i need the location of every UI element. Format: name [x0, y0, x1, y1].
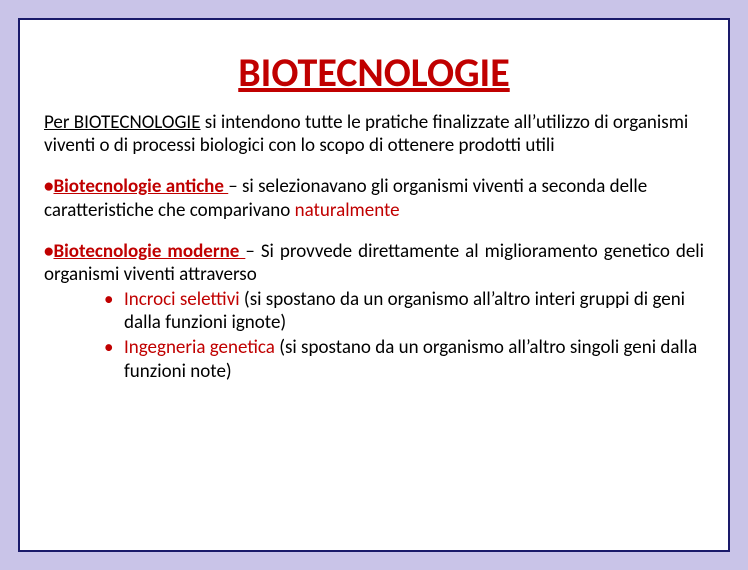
list-item-text: Ingegneria genetica (si spostano da un o…: [124, 336, 704, 382]
moderne-paragraph: •Biotecnologie moderne – Si provvede dir…: [44, 240, 704, 286]
antiche-paragraph: •Biotecnologie antiche – si selezionavan…: [44, 175, 704, 221]
list-item: • Incroci selettivi (si spostano da un o…: [104, 288, 704, 334]
antiche-label: Biotecnologie antiche: [53, 175, 228, 198]
moderne-dash: –: [245, 240, 260, 263]
moderne-sublist: • Incroci selettivi (si spostano da un o…: [44, 288, 704, 383]
list-item: • Ingegneria genetica (si spostano da un…: [104, 336, 704, 382]
bullet-icon: •: [104, 336, 124, 382]
antiche-tail: naturalmente: [295, 199, 400, 222]
moderne-block: •Biotecnologie moderne – Si provvede dir…: [44, 240, 704, 383]
slide-panel: BIOTECNOLOGIE Per BIOTECNOLOGIE si inten…: [18, 18, 730, 552]
bullet-icon: •: [104, 288, 124, 334]
intro-lead: Per BIOTECNOLOGIE: [44, 111, 201, 134]
slide-title: BIOTECNOLOGIE: [44, 48, 704, 97]
intro-paragraph: Per BIOTECNOLOGIE si intendono tutte le …: [44, 111, 704, 157]
antiche-dash: –: [228, 175, 242, 198]
moderne-label: Biotecnologie moderne: [53, 240, 245, 263]
list-item-text: Incroci selettivi (si spostano da un org…: [124, 288, 704, 334]
list-item-head: Incroci selettivi: [124, 288, 240, 311]
list-item-head: Ingegneria genetica: [124, 336, 275, 359]
